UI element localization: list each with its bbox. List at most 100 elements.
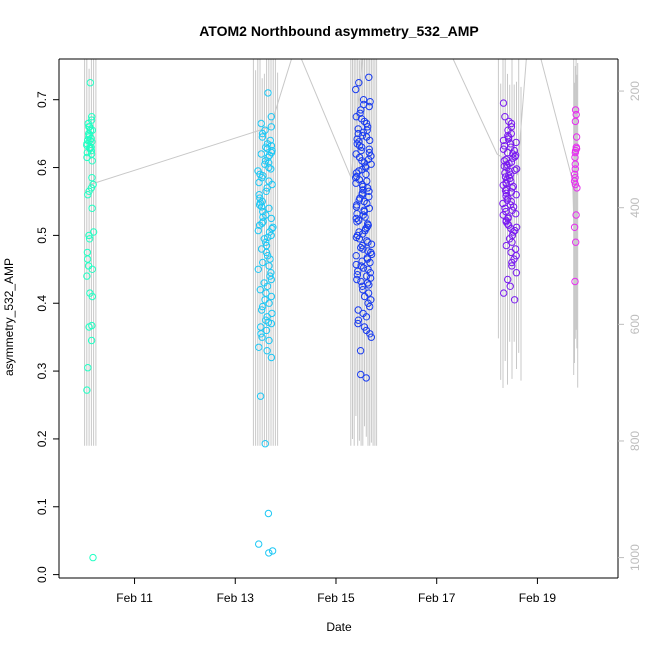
right-tick-label: 200: [628, 81, 642, 101]
data-point: [363, 237, 371, 245]
data-point: [83, 248, 92, 257]
data-point: [353, 218, 361, 226]
data-point: [86, 144, 94, 153]
data-point: [508, 262, 516, 270]
data-point: [366, 258, 374, 267]
data-point: [357, 262, 365, 270]
data-point: [262, 238, 270, 246]
data-point: [84, 136, 92, 145]
data-point: [88, 265, 97, 273]
data-point: [256, 286, 264, 294]
data-point: [83, 148, 92, 157]
right-tick-label: 1000: [628, 544, 642, 571]
data-point: [362, 313, 371, 321]
data-point: [263, 184, 271, 192]
data-point: [511, 166, 519, 175]
data-point: [261, 296, 269, 304]
data-point: [258, 133, 267, 141]
x-axis-title: Date: [326, 620, 352, 634]
data-point: [258, 306, 266, 314]
data-point: [358, 143, 366, 151]
data-point: [362, 374, 370, 382]
x-tick-label: Feb 13: [217, 591, 255, 605]
data-point: [508, 184, 516, 192]
data-point: [366, 330, 374, 338]
data-point: [265, 336, 273, 345]
data-point: [264, 89, 272, 97]
data-point: [502, 241, 510, 250]
data-point: [261, 440, 269, 448]
data-point: [262, 143, 270, 151]
data-point: [363, 123, 372, 131]
data-point: [572, 211, 580, 219]
axes-layer: 0.0 0.1 0.2 0.3 0.4 0.5 0.6 0.7 Feb 11 Feb 13 Feb …: [35, 58, 642, 605]
data-point: [357, 106, 365, 114]
data-point: [83, 255, 92, 263]
data-point: [355, 235, 364, 243]
y-axis-title: asymmetry_532_AMP: [2, 258, 16, 376]
data-point: [354, 319, 362, 328]
data-point: [571, 160, 579, 168]
data-point: [88, 292, 97, 301]
data-point: [263, 140, 272, 148]
data-point: [257, 323, 265, 331]
data-point: [265, 204, 273, 213]
data-point: [257, 245, 266, 253]
data-point: [352, 174, 360, 182]
data-point: [83, 272, 91, 280]
data-point: [83, 153, 91, 162]
data-point: [510, 296, 519, 304]
data-point: [257, 119, 265, 128]
data-point: [256, 392, 265, 400]
gray-trace-line: [90, 59, 576, 277]
data-point: [88, 204, 96, 213]
data-point: [258, 203, 266, 211]
data-point: [268, 309, 276, 318]
data-point: [365, 73, 373, 82]
y-tick-label: 0.1: [35, 498, 49, 515]
data-point: [254, 226, 262, 235]
data-point: [89, 553, 97, 562]
data-point: [259, 258, 267, 267]
data-point: [509, 154, 517, 162]
data-point: [354, 129, 362, 138]
data-point: [500, 289, 508, 297]
data-point: [359, 245, 367, 253]
data-point: [267, 214, 275, 223]
data-point: [358, 282, 366, 290]
data-point: [499, 211, 507, 219]
y-tick-label: 0.2: [35, 430, 49, 447]
data-point: [265, 299, 273, 307]
data-point: [501, 113, 509, 121]
data-point: [504, 275, 512, 284]
data-point: [265, 262, 273, 270]
data-point: [358, 165, 366, 174]
data-point: [504, 135, 513, 143]
data-point: [571, 277, 579, 286]
data-point: [88, 113, 96, 121]
data-point: [267, 353, 276, 362]
data-point: [264, 509, 273, 518]
data-point: [512, 138, 520, 147]
data-point: [573, 184, 581, 192]
data-point: [262, 248, 271, 257]
data-point: [267, 319, 276, 328]
data-point: [262, 326, 271, 335]
data-point: [355, 216, 363, 225]
x-tick-label: Feb 11: [116, 591, 153, 605]
data-point: [507, 119, 516, 128]
y-tick-label: 0.4: [35, 295, 49, 312]
data-point: [509, 228, 517, 236]
y-tick-label: 0.3: [35, 362, 49, 379]
data-point: [358, 157, 366, 165]
data-point: [354, 267, 362, 275]
right-tick-label: 600: [628, 314, 642, 334]
data-point: [84, 364, 92, 372]
data-point: [352, 260, 360, 269]
data-point: [352, 113, 360, 121]
data-point: [354, 125, 362, 133]
data-point: [512, 165, 521, 173]
data-point: [266, 255, 274, 263]
